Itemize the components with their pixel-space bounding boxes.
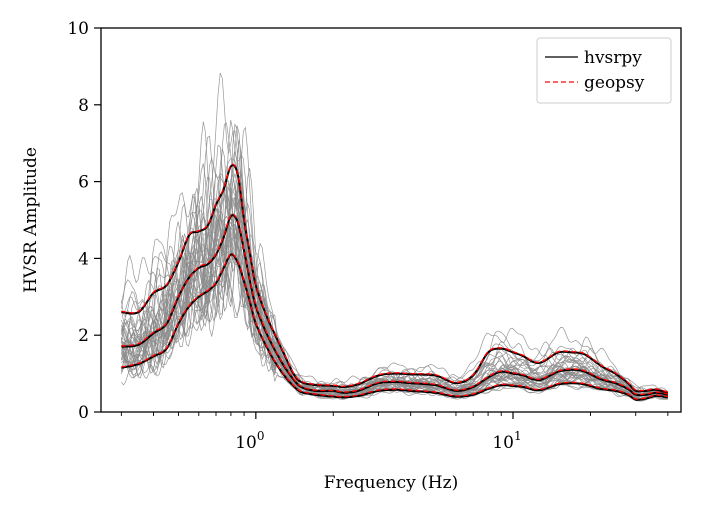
y-tick-label: 6 [78,173,89,193]
series-geopsy-median [121,213,668,396]
individual-windows-layer [121,72,669,402]
plot-frame [100,27,682,413]
window-curve [121,135,668,396]
window-curve [121,121,668,394]
series-layer [121,163,669,401]
x-axis-label: Frequency (Hz) [324,473,458,493]
legend-box [536,37,672,104]
y-tick-label: 0 [78,403,89,423]
window-curve [121,198,668,397]
y-tick-label: 8 [78,96,89,116]
window-curve [121,232,668,400]
axes-layer [100,27,682,413]
series-geopsy-upper [121,163,669,393]
y-axis-label: HVSR Amplitude [21,147,41,293]
y-tick-label: 10 [67,19,89,39]
window-curve [121,72,668,393]
ticks-layer: 0 2 4 6 8 10 100 101 [67,19,669,453]
window-curve [121,211,668,402]
legend-label-hvsrpy: hvsrpy [584,48,642,68]
y-tick-label: 2 [78,326,89,346]
legend: hvsrpy geopsy [536,37,672,104]
x-tick-label: 100 [235,429,264,453]
window-curve [121,122,668,399]
series-hvsrpy-lower [121,253,668,401]
x-tick-label: 101 [492,429,521,453]
window-curve [121,207,668,398]
legend-label-geopsy: geopsy [584,73,645,93]
y-tick-label: 4 [78,249,89,269]
